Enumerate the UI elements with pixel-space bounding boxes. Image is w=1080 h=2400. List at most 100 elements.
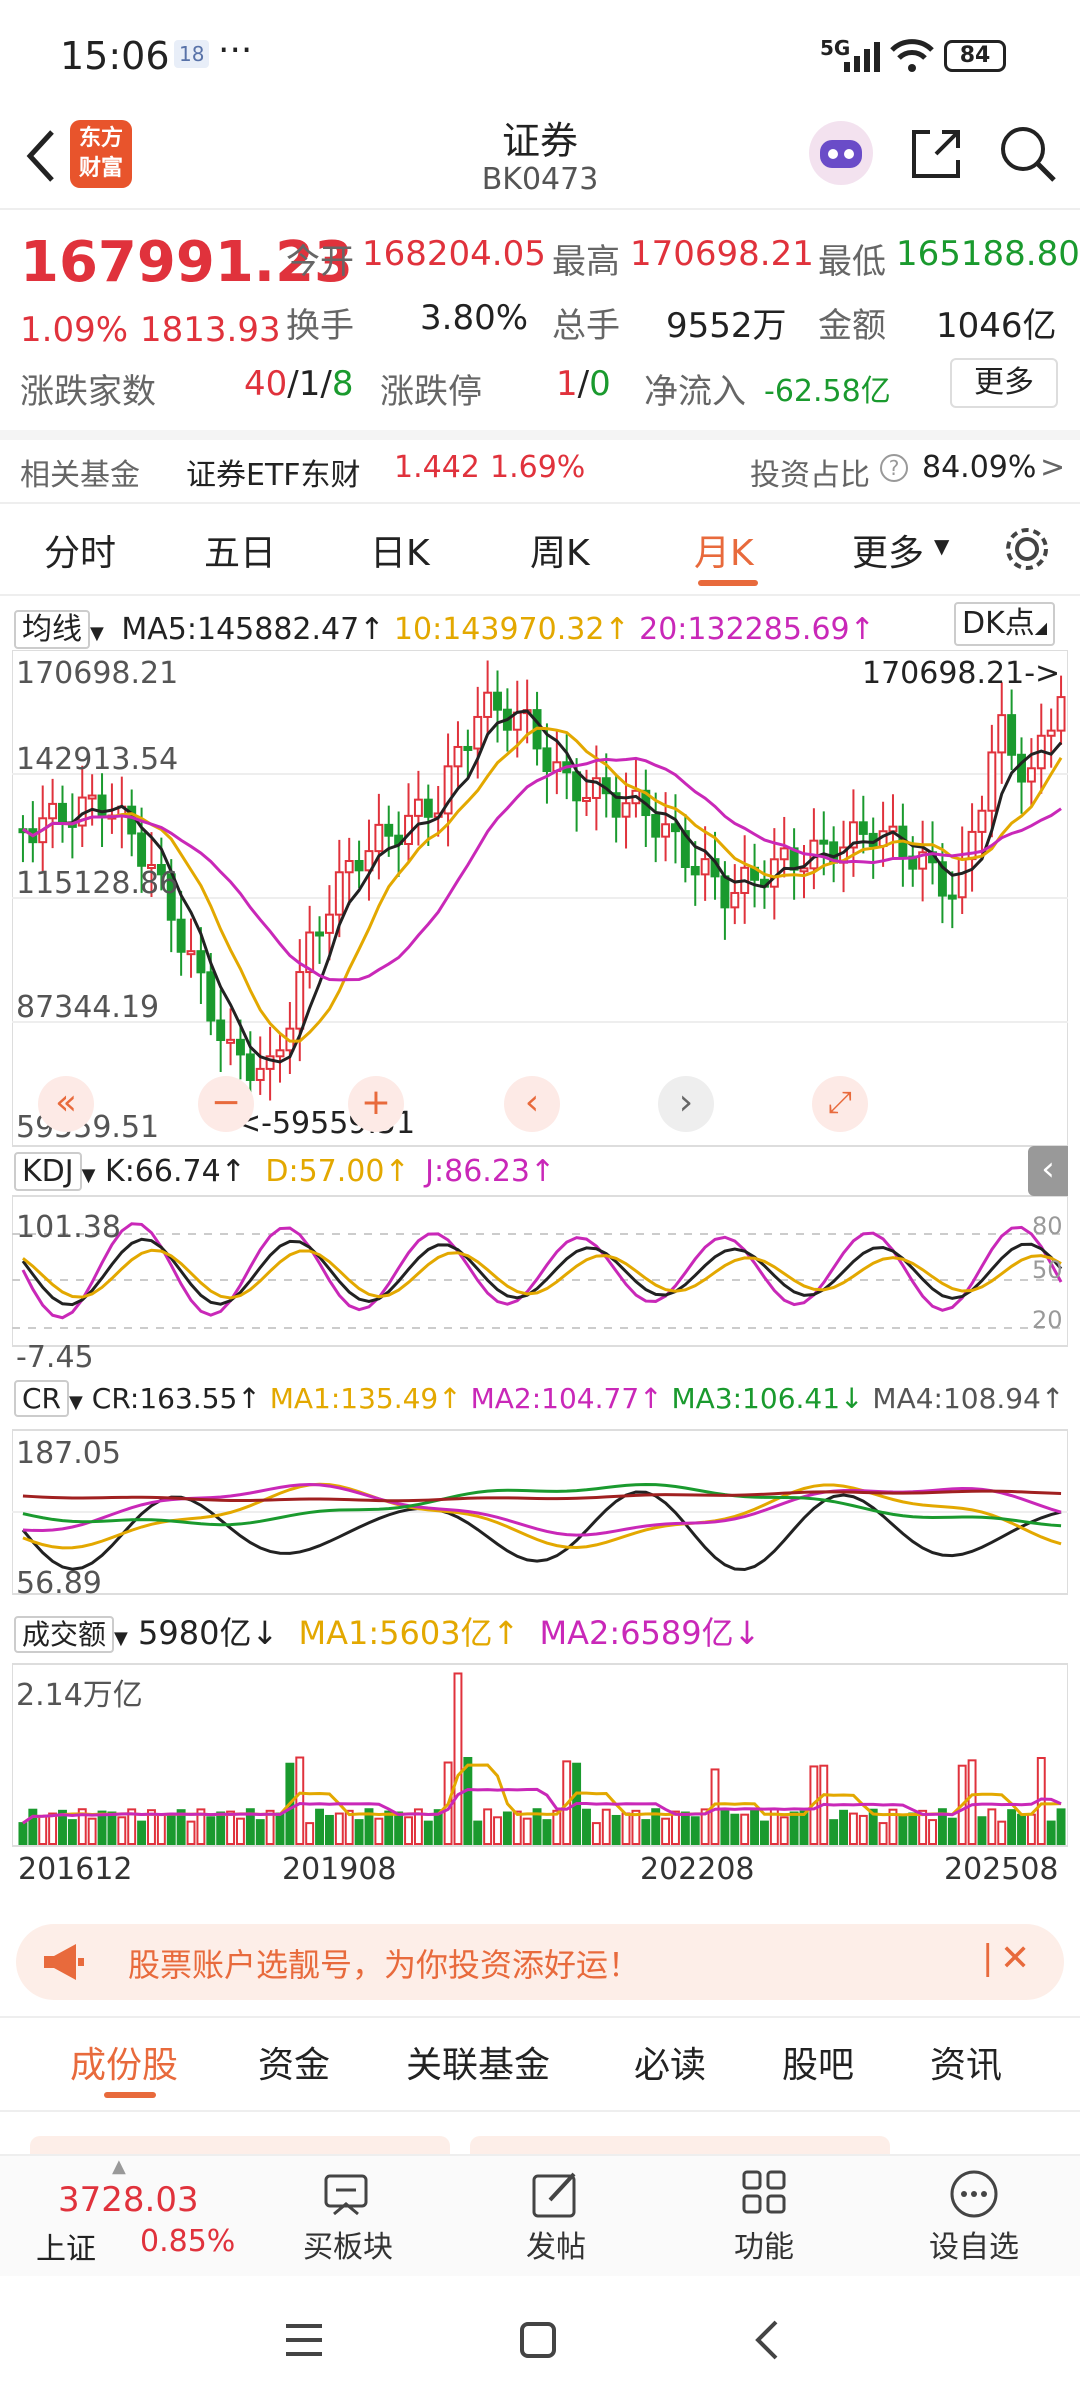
tab-constituents[interactable]: 成份股 [70,2045,179,2086]
close-icon[interactable]: ✕ [1000,1938,1031,1979]
candle-body [354,860,364,872]
candle-body [384,823,394,837]
scroll-right-icon[interactable]: › [658,1076,714,1132]
ma-selector[interactable]: 均线 [14,610,90,649]
kdj-selector[interactable]: KDJ [14,1152,82,1191]
volume-value: 5980亿↓ [138,1614,279,1652]
assistant-robot-icon[interactable] [806,118,876,188]
promo-banner[interactable]: 股票账户选靓号，为你投资添好运！ | ✕ [16,1924,1064,2000]
back-nav-icon[interactable] [748,2316,788,2364]
kdj-ref-20: 20 [1032,1306,1063,1334]
menu-icon[interactable] [282,2320,326,2360]
ratio-arrow[interactable]: > [1040,450,1066,485]
tab-funds[interactable]: 资金 [258,2045,331,2086]
candle-body [344,860,354,874]
fund-name[interactable]: 证券ETF东财 [186,458,361,493]
candle-body [156,864,166,876]
corner-triangle-icon: ◢ [1034,618,1048,637]
volume-bar [582,1808,591,1845]
search-icon[interactable] [996,122,1060,186]
volume-bar [38,1814,48,1845]
volume-selector[interactable]: 成交额 [14,1616,115,1653]
nav-label: 发帖 [526,2230,586,2265]
zoom-out-icon[interactable]: − [198,1076,254,1132]
kdj-d-line [22,1248,1062,1300]
tab-forum[interactable]: 股吧 [782,2045,855,2086]
rewind-icon[interactable]: « [38,1076,94,1132]
candle-body [206,971,216,1022]
volume-bar [641,1819,651,1846]
candle-body [947,894,957,900]
chevron-down-icon: ▼ [69,1392,83,1413]
kdj-j: J:86.23↑ [425,1154,556,1189]
turnover-value: 3.80% [420,298,529,338]
volume-bar [898,1814,908,1846]
volume-bar [384,1810,394,1845]
candle-body [720,875,730,909]
tab-must-read[interactable]: 必读 [634,2045,707,2086]
volume-bar [908,1812,918,1846]
volume-bar [324,1814,334,1846]
volume-bar [433,1809,443,1845]
volume-bar [453,1672,463,1845]
flat-count: 1 [298,364,321,404]
tab-5day[interactable]: 五日 [204,533,277,574]
volume-bar [1046,1820,1056,1846]
dk-point-button[interactable]: DK点◢ [954,602,1056,646]
volume-bar [77,1808,87,1846]
candle-body [1046,729,1056,737]
volume-bar [661,1817,671,1845]
home-icon[interactable] [516,2318,560,2362]
low-label: 最低 [818,242,886,282]
cr-ma3-line [22,1482,1062,1528]
tab-daily-k[interactable]: 日K [370,533,430,574]
logo-line2: 财富 [78,156,123,181]
candle-body [957,858,967,899]
index-ticker[interactable]: ▲ 3728.03 上证 0.85% [0,2156,250,2276]
chart-area[interactable] [11,649,1069,1904]
ma-row: 均线 ▼ MA5:145882.47↑ 10:143970.32↑ 20:1322… [14,604,875,649]
volume-bar [117,1816,127,1845]
open-value: 168204.05 [362,234,546,274]
tab-weekly-k[interactable]: 周K [530,533,590,574]
volume-bar [552,1809,562,1846]
volume-bar [829,1819,839,1845]
fund-label: 相关基金 [20,458,140,493]
tab-monthly-k[interactable]: 月K [694,533,754,574]
more-button[interactable]: 更多 [950,358,1058,408]
share-icon[interactable] [906,124,966,184]
collapse-panel-icon[interactable]: ‹ [1028,1146,1068,1196]
candle-body [315,931,325,937]
tab-related-funds[interactable]: 关联基金 [406,2045,551,2086]
back-icon[interactable] [20,126,60,186]
app-logo[interactable]: 东方 财富 [70,120,132,188]
nav-buy-sector[interactable]: 买板块 [240,2160,456,2280]
candle-body [621,802,631,818]
volume-bar [235,1817,245,1845]
candle-body [661,823,671,838]
candle-body [611,792,621,818]
volume-bar [206,1816,216,1845]
help-icon[interactable]: ? [880,454,908,482]
candle-body [918,851,928,870]
zoom-in-icon[interactable]: + [348,1076,404,1132]
kdj-axis-bottom: -7.45 [16,1340,94,1375]
max-price-marker: 170698.21-> [862,656,1061,691]
tab-news[interactable]: 资讯 [930,2045,1003,2086]
volume-bar [730,1813,740,1846]
tab-more[interactable]: 更多 [852,533,925,574]
gear-icon[interactable] [1002,524,1052,574]
nav-functions[interactable]: 功能 [656,2160,872,2280]
volume-bar [127,1808,137,1846]
megaphone-icon [44,1944,84,1980]
kdj-d: D:57.00↑ [265,1154,410,1189]
nav-post[interactable]: 发帖 [448,2160,664,2280]
volume-bar [799,1810,809,1846]
candle-body [690,865,700,876]
cr-selector[interactable]: CR [14,1380,70,1417]
tab-intraday[interactable]: 分时 [44,533,117,574]
nav-add-watchlist[interactable]: 设自选 [866,2160,1080,2280]
fullscreen-icon[interactable]: ⤢ [812,1076,868,1132]
scroll-left-icon[interactable]: ‹ [504,1076,560,1132]
volume-bar [28,1808,38,1846]
